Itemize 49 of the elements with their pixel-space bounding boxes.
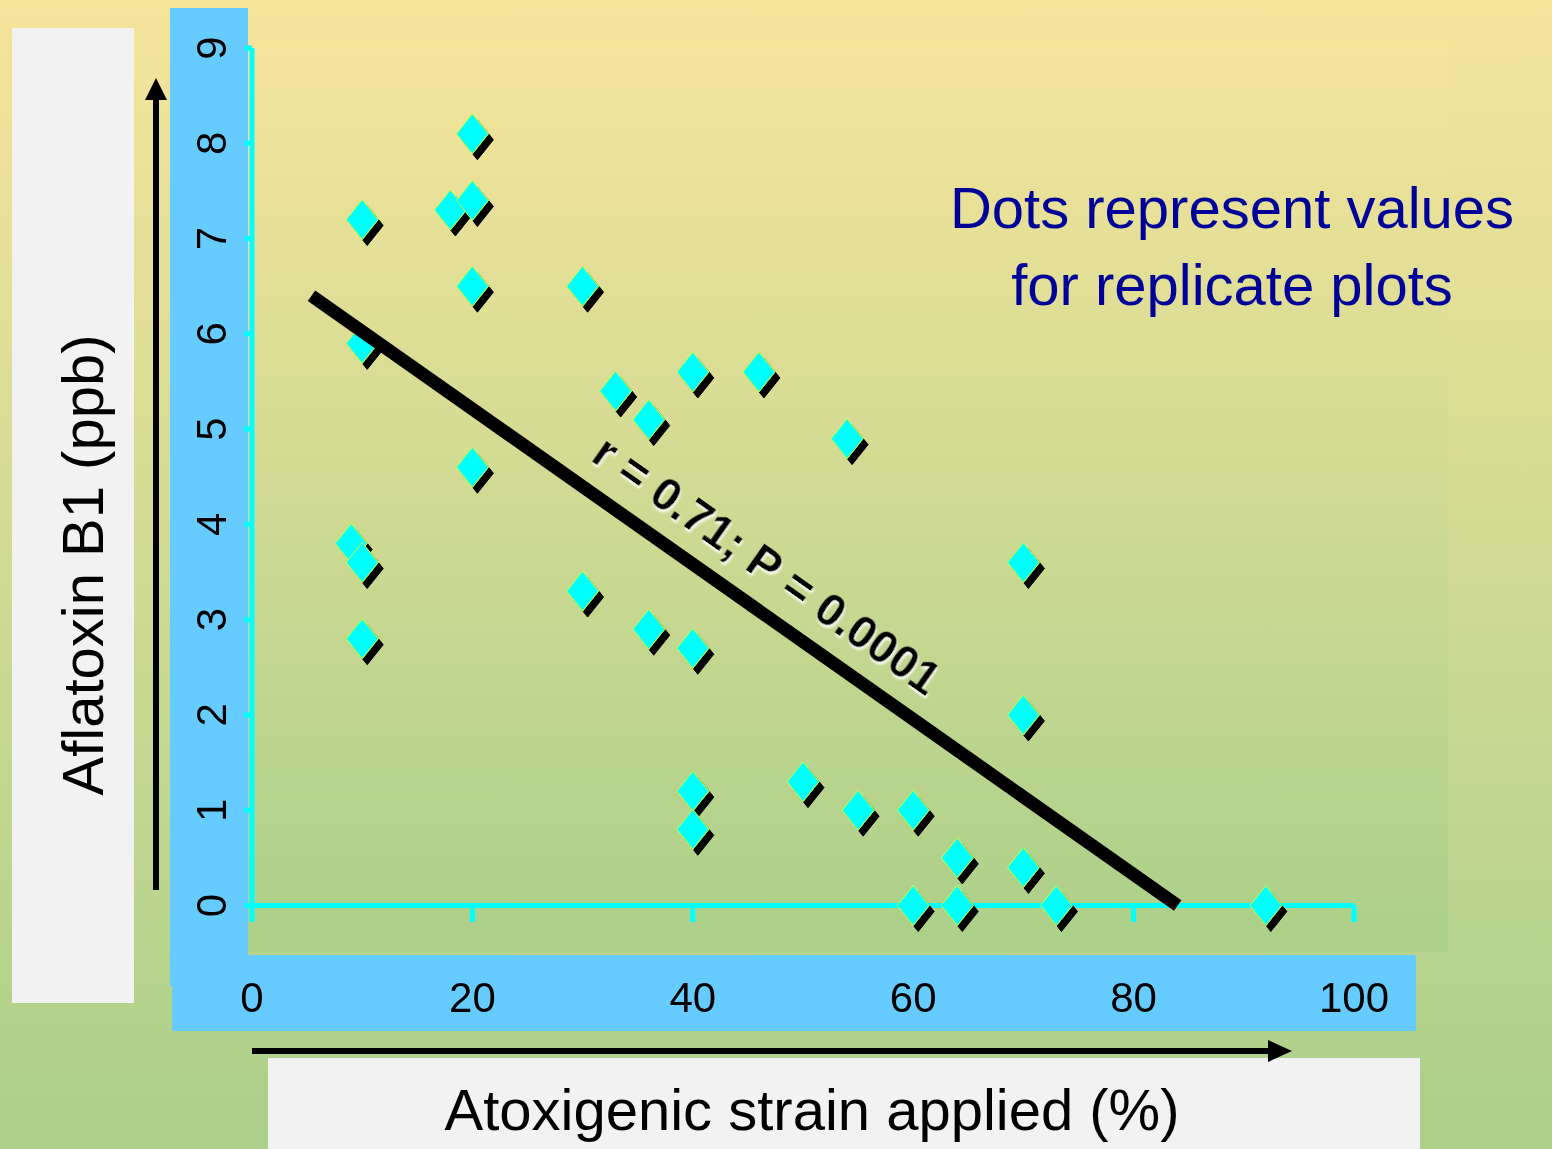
point xyxy=(455,446,489,488)
point xyxy=(566,265,600,307)
point xyxy=(896,789,930,831)
point xyxy=(455,179,489,221)
point xyxy=(940,885,974,926)
point xyxy=(676,627,710,669)
point xyxy=(896,885,930,926)
x-tick-label: 0 xyxy=(240,974,264,1021)
point xyxy=(742,351,776,393)
point xyxy=(940,837,974,879)
point xyxy=(1006,542,1040,583)
x-tick-label: 80 xyxy=(1110,974,1157,1021)
point xyxy=(841,789,875,831)
point xyxy=(830,418,864,460)
y-tick-label: 1 xyxy=(188,798,235,822)
point xyxy=(786,761,820,803)
point xyxy=(1006,694,1040,736)
point xyxy=(676,770,710,812)
y-tick-label: 2 xyxy=(188,703,235,727)
point xyxy=(345,199,379,240)
point xyxy=(345,618,379,660)
x-tick-label: 60 xyxy=(889,974,937,1021)
point xyxy=(566,570,600,612)
y-axis-title: Aflatoxin B1 (ppb) xyxy=(50,334,115,796)
point xyxy=(433,189,467,231)
point xyxy=(455,265,489,307)
point xyxy=(1249,885,1283,926)
y-tick-label: 0 xyxy=(188,893,235,918)
y-tick-label: 4 xyxy=(188,512,235,537)
y-tick-label: 6 xyxy=(188,322,235,346)
y-tick-label: 3 xyxy=(188,607,235,632)
annotation: Dots represent values for replicate plots xyxy=(949,175,1515,317)
point xyxy=(632,608,666,650)
point xyxy=(599,370,633,412)
x-tick-label: 100 xyxy=(1318,974,1390,1021)
point xyxy=(676,351,710,393)
point xyxy=(345,542,379,583)
x-tick-label: 40 xyxy=(669,974,717,1021)
x-tick-label: 20 xyxy=(449,974,496,1021)
y-tick-label: 7 xyxy=(188,226,235,251)
y-tick-label: 9 xyxy=(188,36,235,60)
point xyxy=(632,399,666,441)
point xyxy=(676,808,710,850)
y-tick-label: 5 xyxy=(188,417,235,441)
x-axis-title: Atoxigenic strain applied (%) xyxy=(444,1077,1180,1142)
point xyxy=(455,113,489,155)
y-tick-label: 8 xyxy=(188,131,235,155)
point xyxy=(1039,885,1073,926)
point xyxy=(1006,846,1040,888)
